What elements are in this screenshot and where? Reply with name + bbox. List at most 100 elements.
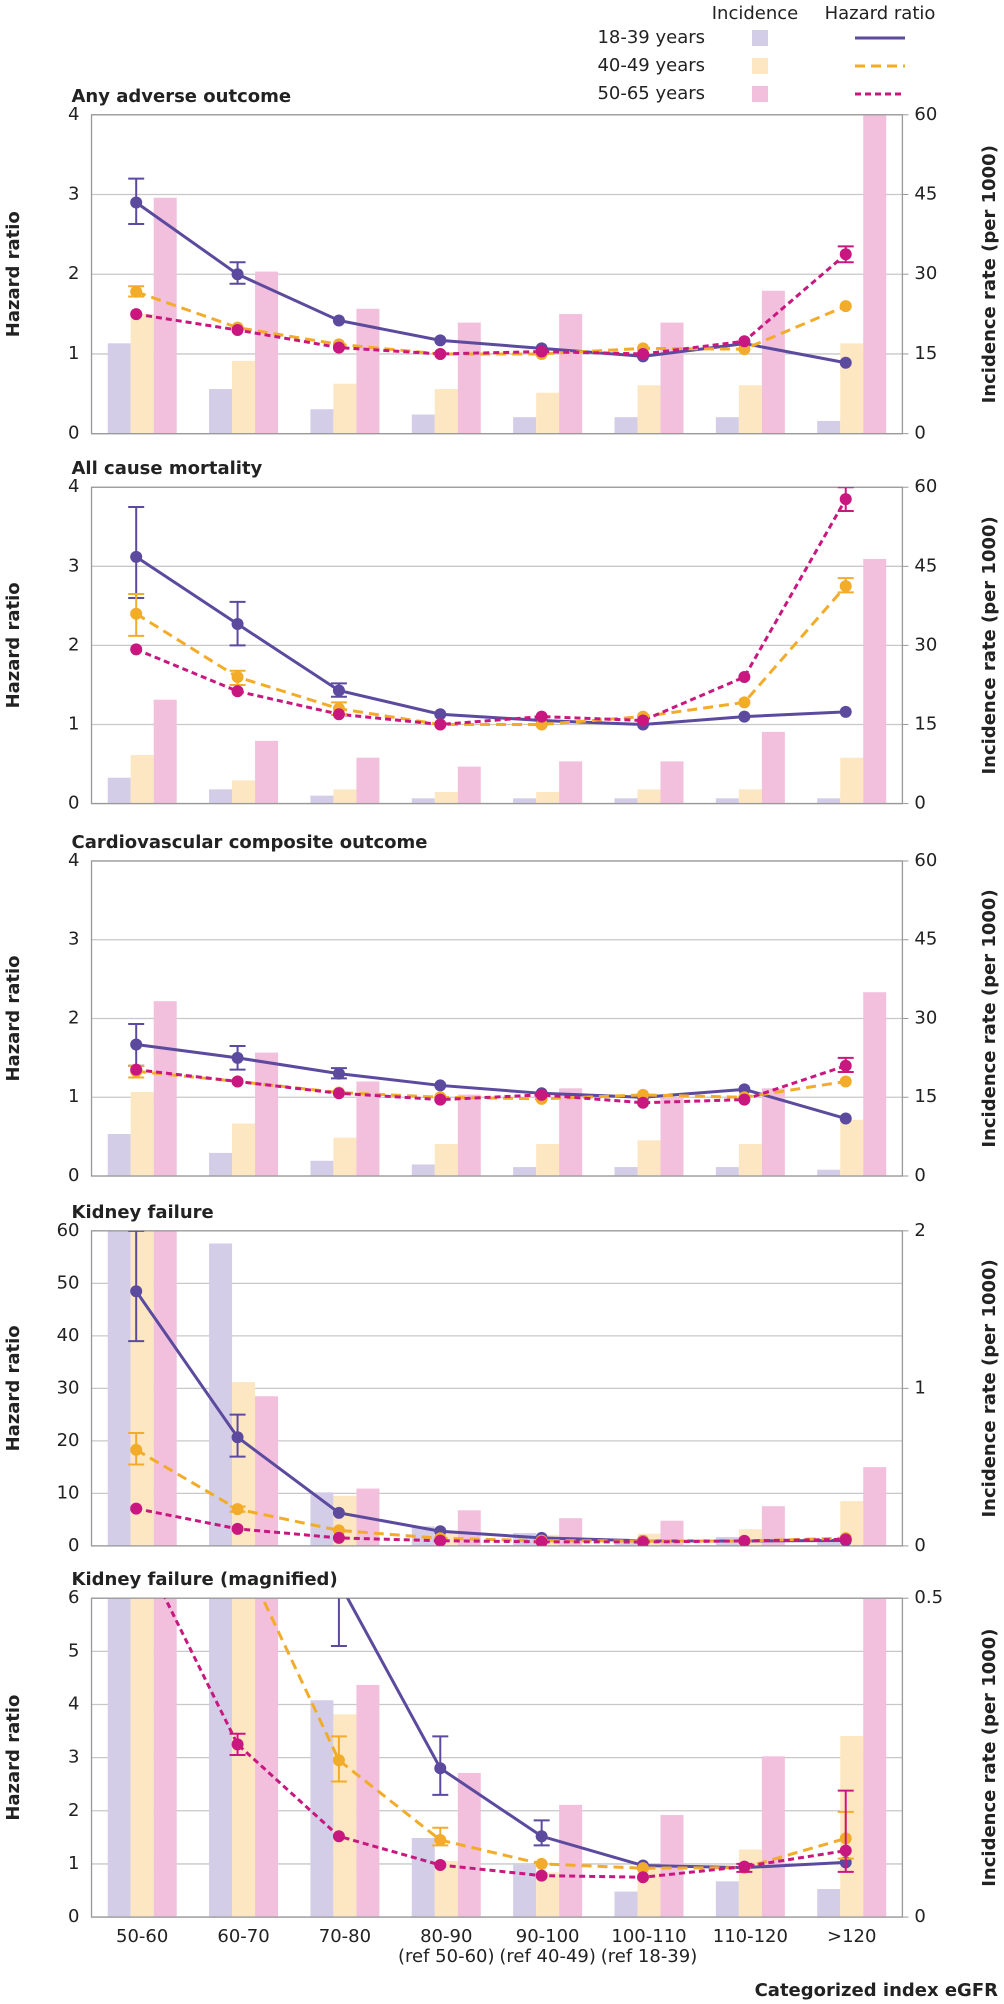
incidence-bar bbox=[637, 789, 661, 804]
legend-swatch bbox=[752, 86, 768, 102]
panel-title: Kidney failure bbox=[72, 1202, 214, 1223]
hr-point bbox=[332, 341, 345, 354]
hr-line bbox=[136, 1064, 847, 1105]
hr-line bbox=[135, 290, 847, 356]
legend-header: Hazard ratio bbox=[825, 3, 936, 24]
incidence-bar bbox=[130, 1598, 154, 1918]
hr-point bbox=[839, 493, 852, 506]
hr-point bbox=[130, 1063, 143, 1076]
y-axis-label: Hazard ratio bbox=[3, 1695, 24, 1821]
hr-point bbox=[332, 314, 345, 327]
incidence-bar bbox=[232, 1382, 256, 1546]
incidence-bar bbox=[457, 766, 481, 804]
panel-title: All cause mortality bbox=[72, 458, 263, 479]
incidence-bar bbox=[614, 417, 638, 434]
incidence-bar bbox=[715, 798, 739, 804]
incidence-bar bbox=[559, 761, 583, 804]
hr-point bbox=[738, 1860, 751, 1873]
incidence-bar bbox=[232, 1598, 256, 1918]
incidence-bar bbox=[559, 1804, 583, 1918]
incidence-bar bbox=[356, 1081, 380, 1177]
hr-point bbox=[839, 1112, 852, 1125]
incidence-bar bbox=[130, 314, 154, 434]
y-tick-label: 0 bbox=[68, 1535, 79, 1556]
incidence-bar bbox=[817, 1538, 841, 1546]
bars bbox=[107, 992, 887, 1177]
incidence-bar bbox=[153, 699, 177, 804]
hr-point bbox=[637, 347, 650, 360]
incidence-bar bbox=[513, 798, 537, 804]
x-tick-label: 110-120 bbox=[713, 1926, 788, 1947]
y2-tick-label: 30 bbox=[914, 263, 937, 284]
incidence-bar bbox=[536, 392, 560, 434]
incidence-bar bbox=[817, 798, 841, 804]
plot-frame bbox=[90, 486, 904, 805]
incidence-bar bbox=[513, 417, 537, 434]
incidence-bar bbox=[536, 1143, 560, 1177]
y-tick-label: 5 bbox=[68, 1640, 79, 1661]
hr-point bbox=[839, 1844, 852, 1857]
incidence-bar bbox=[863, 114, 887, 434]
incidence-bar bbox=[863, 558, 887, 804]
incidence-bar bbox=[310, 1160, 334, 1177]
incidence-bar bbox=[660, 322, 684, 434]
hr-lines bbox=[128, 487, 854, 731]
incidence-bar bbox=[255, 740, 279, 804]
panel-title: Any adverse outcome bbox=[72, 86, 292, 107]
y-tick-label: 50 bbox=[57, 1272, 80, 1293]
y2-tick-label: 15 bbox=[914, 343, 937, 364]
hr-point bbox=[231, 1051, 244, 1064]
incidence-bar bbox=[863, 992, 887, 1177]
y2-tick-label: 0.5 bbox=[914, 1587, 943, 1608]
hr-point bbox=[535, 1535, 548, 1546]
incidence-bar bbox=[130, 1230, 154, 1546]
incidence-bar bbox=[761, 290, 785, 434]
hr-point bbox=[130, 1285, 143, 1298]
incidence-bar bbox=[457, 1510, 481, 1546]
y-axis-label: Hazard ratio bbox=[3, 1325, 24, 1451]
incidence-bar bbox=[738, 1849, 762, 1918]
incidence-bar bbox=[660, 761, 684, 804]
hr-point bbox=[839, 248, 852, 261]
y-axis-label: Hazard ratio bbox=[3, 211, 24, 337]
hr-point bbox=[332, 1531, 345, 1544]
y2-axis-label: Incidence rate (per 1000) bbox=[979, 516, 1000, 774]
plot-frame bbox=[90, 1597, 904, 1918]
hr-point bbox=[130, 550, 143, 563]
hr-point bbox=[130, 1038, 143, 1051]
incidence-bar bbox=[107, 1598, 131, 1918]
incidence-bar bbox=[356, 308, 380, 434]
incidence-bar bbox=[153, 197, 177, 434]
incidence-bar bbox=[840, 343, 864, 434]
y-tick-label: 10 bbox=[57, 1482, 80, 1503]
hr-point bbox=[434, 347, 447, 360]
incidence-bar bbox=[513, 1167, 537, 1177]
y2-tick-label: 45 bbox=[914, 555, 937, 576]
incidence-bar bbox=[434, 1143, 458, 1177]
hr-lines bbox=[163, 1598, 854, 1884]
incidence-bar bbox=[255, 1396, 279, 1546]
hr-point bbox=[231, 268, 244, 281]
incidence-bar bbox=[411, 798, 435, 804]
incidence-bar bbox=[738, 789, 762, 804]
incidence-bar bbox=[513, 1864, 537, 1918]
y-tick-label: 1 bbox=[68, 1086, 79, 1107]
x-axis-label: Categorized index eGFR bbox=[755, 1980, 999, 2000]
hr-point bbox=[130, 643, 143, 656]
incidence-bar bbox=[333, 1714, 357, 1918]
incidence-bar bbox=[817, 1889, 841, 1918]
hr-point bbox=[332, 1067, 345, 1080]
legend-swatch bbox=[752, 30, 768, 46]
incidence-bar bbox=[209, 1152, 233, 1177]
hr-point bbox=[231, 1503, 244, 1516]
y2-tick-label: 1 bbox=[914, 1377, 925, 1398]
incidence-bar bbox=[411, 1164, 435, 1177]
incidence-bar bbox=[107, 1230, 131, 1546]
hr-point bbox=[332, 1830, 345, 1843]
incidence-bar bbox=[434, 791, 458, 804]
incidence-bar bbox=[333, 789, 357, 804]
hr-point bbox=[130, 607, 143, 620]
incidence-bar bbox=[761, 1506, 785, 1546]
